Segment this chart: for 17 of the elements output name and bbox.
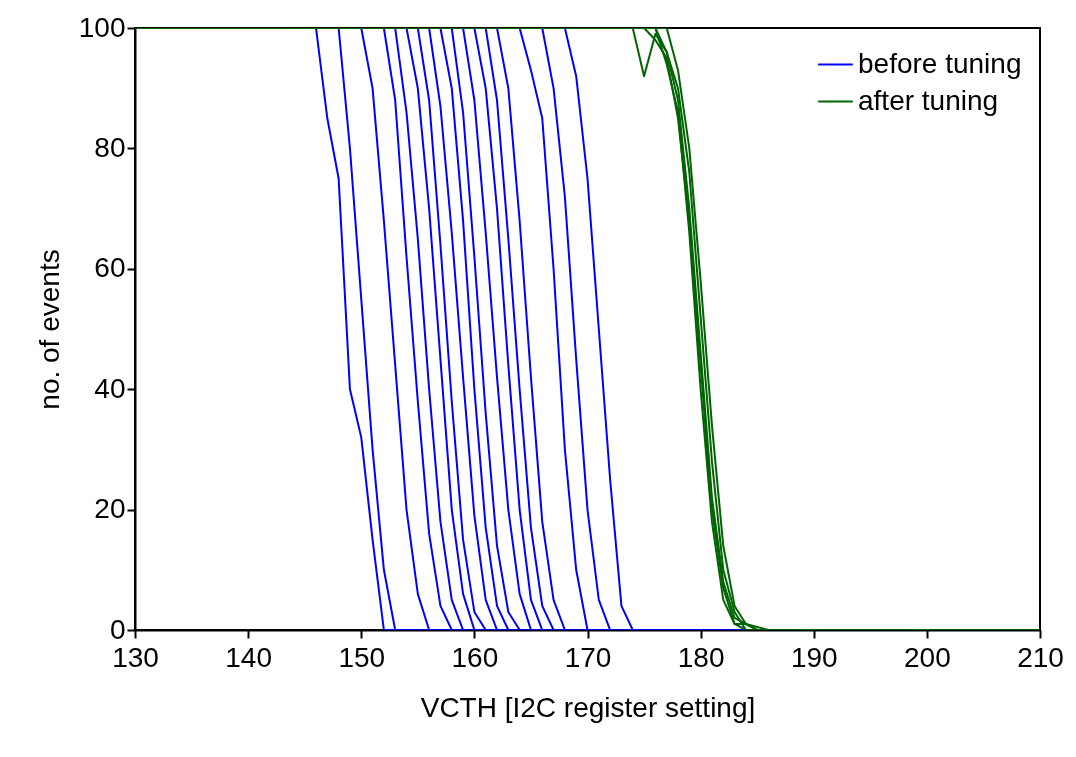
legend-label: after tuning [858,84,999,116]
y-tick-label: 20 [94,493,126,525]
x-tick-label: 180 [677,641,725,673]
y-tick-label: 40 [94,372,126,404]
x-axis-title: VCTH [I2C register setting] [420,691,756,723]
x-tick-label: 190 [790,641,838,673]
legend-label: before tuning [858,47,1022,79]
x-tick-label: 200 [904,641,951,673]
y-tick-label: 80 [94,131,126,163]
x-tick-label: 210 [1017,641,1064,673]
y-tick-label: 60 [94,252,126,284]
y-tick-label: 100 [78,11,126,43]
y-axis-title: no. of events [33,249,65,410]
x-tick-label: 160 [451,641,499,673]
x-tick-label: 140 [225,641,272,673]
x-tick-label: 150 [338,641,386,673]
x-tick-label: 170 [564,641,612,673]
